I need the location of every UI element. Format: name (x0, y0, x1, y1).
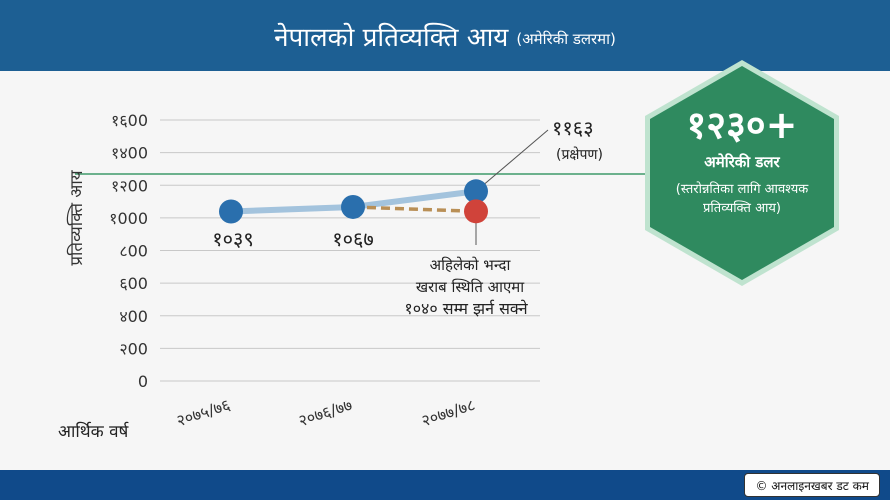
y-tick-label: ८00 (119, 242, 148, 261)
y-tick-label: 0 (138, 372, 148, 391)
x-axis-label: आर्थिक वर्ष (58, 421, 130, 442)
credit-badge: © अनलाइनखबर डट कम (744, 473, 880, 497)
y-tick-label: ४00 (119, 307, 148, 326)
data-point (219, 199, 243, 224)
y-tick-label: १000 (109, 209, 148, 228)
data-point (341, 194, 365, 219)
x-tick-label: २०७६/७७ (296, 395, 354, 430)
page-title: नेपालको प्रतिव्यक्ति आय (274, 22, 509, 53)
data-label: १०६७ (332, 227, 374, 251)
page-subtitle: (अमेरिकी डलरमा) (516, 29, 616, 48)
y-tick-label: १६00 (111, 111, 148, 130)
projection-note: (प्रक्षेपण) (556, 146, 603, 163)
dashed-series-line (352, 205, 477, 214)
footer-bar: © अनलाइनखबर डट कम (0, 470, 890, 500)
x-tick-label: २०७५/७६ (174, 395, 232, 430)
y-axis-label: प्रतिव्यक्ति आय (66, 169, 87, 265)
y-tick-label: ६00 (119, 274, 148, 293)
data-label: ११६३ (552, 116, 594, 140)
data-label: १०३९ (212, 227, 254, 251)
callout-unit: अमेरिकी डलर (704, 153, 780, 171)
header-bar: नेपालको प्रतिव्यक्ति आय (अमेरिकी डलरमा) (0, 0, 890, 71)
projection-leader (475, 129, 549, 192)
y-tick-label: १२00 (111, 176, 148, 195)
worse-case-note: १०४० सम्म झर्न सक्ने (404, 299, 528, 318)
data-point (464, 179, 488, 204)
worse-case-note: खराब स्थिति आएमा (416, 278, 525, 296)
callout-value: १२३०+ (686, 103, 798, 147)
x-tick-label: २०७७/७८ (419, 395, 477, 430)
target-callout: १२३०+ अमेरिकी डलर (स्तरोन्नतिका लागि आवश… (641, 58, 843, 288)
y-tick-label: २00 (119, 339, 148, 358)
income-chart: 0 २00 ४00 ६00 ८00 १000 १२00 १४00 १६00 प्रतिव्यक्त… (58, 111, 660, 442)
callout-note: (स्तरोन्नतिका लागि आवश्यक प्रतिव्यक्ति आ… (675, 182, 809, 216)
y-tick-label: १४00 (111, 144, 148, 163)
data-point-worse-case (464, 199, 488, 224)
hexagon-shape (645, 60, 839, 286)
worse-case-note: अहिलेको भन्दा (430, 256, 512, 274)
